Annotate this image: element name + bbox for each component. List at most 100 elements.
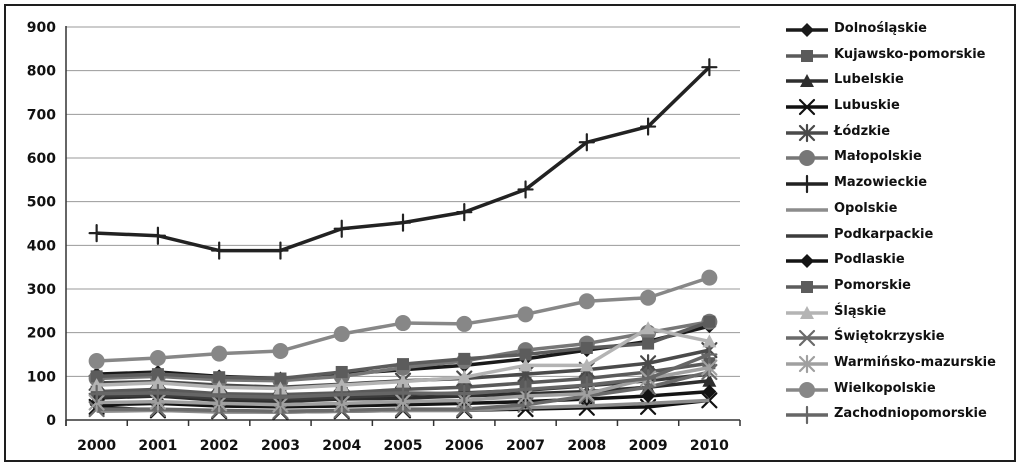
legend-label: Zachodniopomorskie (834, 406, 987, 422)
data-point (334, 378, 349, 392)
data-point (702, 384, 717, 399)
legend-swatch-marker (800, 254, 814, 269)
data-point (88, 384, 105, 403)
legend-swatch (786, 280, 828, 293)
legend-swatch (786, 254, 828, 269)
x-tick-label: 2004 (322, 438, 361, 454)
legend-swatch-marker (798, 330, 816, 347)
legend-item: Lubuskie (784, 94, 1010, 120)
data-point (517, 380, 534, 399)
legend-swatch-marker (799, 381, 815, 398)
data-point (518, 358, 533, 372)
data-point (642, 337, 655, 350)
data-point (639, 369, 657, 388)
legend-item: Małopolskie (784, 145, 1010, 171)
legend-swatch-marker (798, 175, 816, 194)
data-point (149, 226, 167, 245)
data-point (457, 370, 472, 384)
data-point (394, 213, 412, 232)
data-point (702, 373, 717, 387)
data-point (578, 293, 595, 310)
data-point (456, 203, 473, 222)
data-point (333, 219, 350, 238)
data-point (333, 325, 350, 342)
legend-label: Lubuskie (834, 98, 900, 114)
data-point (701, 269, 718, 286)
legend-item: Podlaskie (784, 248, 1010, 274)
data-point (89, 378, 104, 392)
data-point (702, 334, 717, 348)
legend-item: Lubelskie (784, 68, 1010, 94)
data-point (335, 365, 348, 378)
data-point (456, 384, 473, 403)
data-point (273, 381, 288, 395)
data-point (458, 352, 471, 365)
data-point (519, 348, 532, 361)
legend-swatch-marker (801, 49, 813, 62)
series-12 (89, 321, 717, 395)
legend-swatch-marker (798, 98, 816, 116)
data-point (701, 58, 718, 77)
data-point (456, 315, 473, 332)
legend-swatch-marker (798, 123, 816, 142)
y-tick-label: 600 (27, 151, 56, 167)
data-point (88, 224, 105, 243)
legend-swatch (786, 150, 828, 167)
data-point (149, 349, 166, 366)
legend-swatch-marker (798, 354, 816, 374)
legend-item: Zachodniopomorskie (784, 402, 1010, 428)
legend-swatch (786, 406, 828, 425)
data-point (213, 371, 226, 384)
legend-item: Świętokrzyskie (784, 325, 1010, 351)
legend-item: Opolskie (784, 197, 1010, 223)
data-point (517, 180, 534, 199)
legend-label: Lubelskie (834, 72, 904, 88)
legend-swatch (786, 381, 828, 398)
x-tick-label: 2010 (690, 438, 729, 454)
data-point (578, 133, 595, 152)
series-7 (88, 58, 718, 260)
series-lines (88, 58, 718, 421)
data-point (395, 315, 411, 332)
data-point (639, 354, 657, 373)
data-point (639, 117, 657, 136)
x-tick-label: 2008 (567, 438, 606, 454)
legend-item: Mazowieckie (784, 171, 1010, 197)
data-point (88, 353, 105, 370)
data-point (150, 375, 165, 389)
x-tick-label: 2003 (261, 438, 300, 454)
legend-swatch (786, 305, 828, 319)
y-tick-label: 900 (27, 20, 56, 36)
legend: Dolnośląskie Kujawsko-pomorskie Lubelskie L… (784, 17, 1010, 428)
data-point (149, 383, 167, 403)
x-tick-label: 2002 (200, 438, 239, 454)
legend-swatch (786, 74, 828, 88)
legend-swatch (786, 23, 828, 37)
legend-swatch (786, 123, 828, 142)
legend-label: Warmińsko-mazurskie (834, 354, 996, 370)
data-point (211, 345, 228, 362)
data-point (640, 289, 657, 306)
legend-label: Pomorskie (834, 277, 912, 293)
data-point (701, 345, 718, 364)
legend-label: Śląskie (834, 303, 887, 319)
x-tick-label: 2000 (77, 438, 116, 454)
legend-swatch (786, 175, 828, 194)
legend-item: Łódzkie (784, 120, 1010, 146)
y-tick-label: 100 (27, 369, 56, 385)
y-tick-label: 200 (27, 326, 56, 342)
legend-label: Dolnośląskie (834, 21, 927, 36)
y-tick-label: 800 (27, 64, 56, 80)
legend-swatch-marker (798, 406, 816, 425)
x-tick-label: 2005 (384, 438, 423, 454)
y-tick-label: 400 (27, 238, 56, 254)
y-tick-label: 700 (27, 107, 56, 123)
legend-swatch (786, 98, 828, 116)
legend-item: Warmińsko-mazurskie (784, 351, 1010, 377)
legend-swatch-marker (800, 23, 814, 37)
legend-swatch (786, 354, 828, 374)
legend-item: Śląskie (784, 300, 1010, 326)
x-tick-label: 2007 (506, 438, 545, 454)
legend-item: Wielkopolskie (784, 377, 1010, 403)
legend-item: Kujawsko-pomorskie (784, 43, 1010, 69)
